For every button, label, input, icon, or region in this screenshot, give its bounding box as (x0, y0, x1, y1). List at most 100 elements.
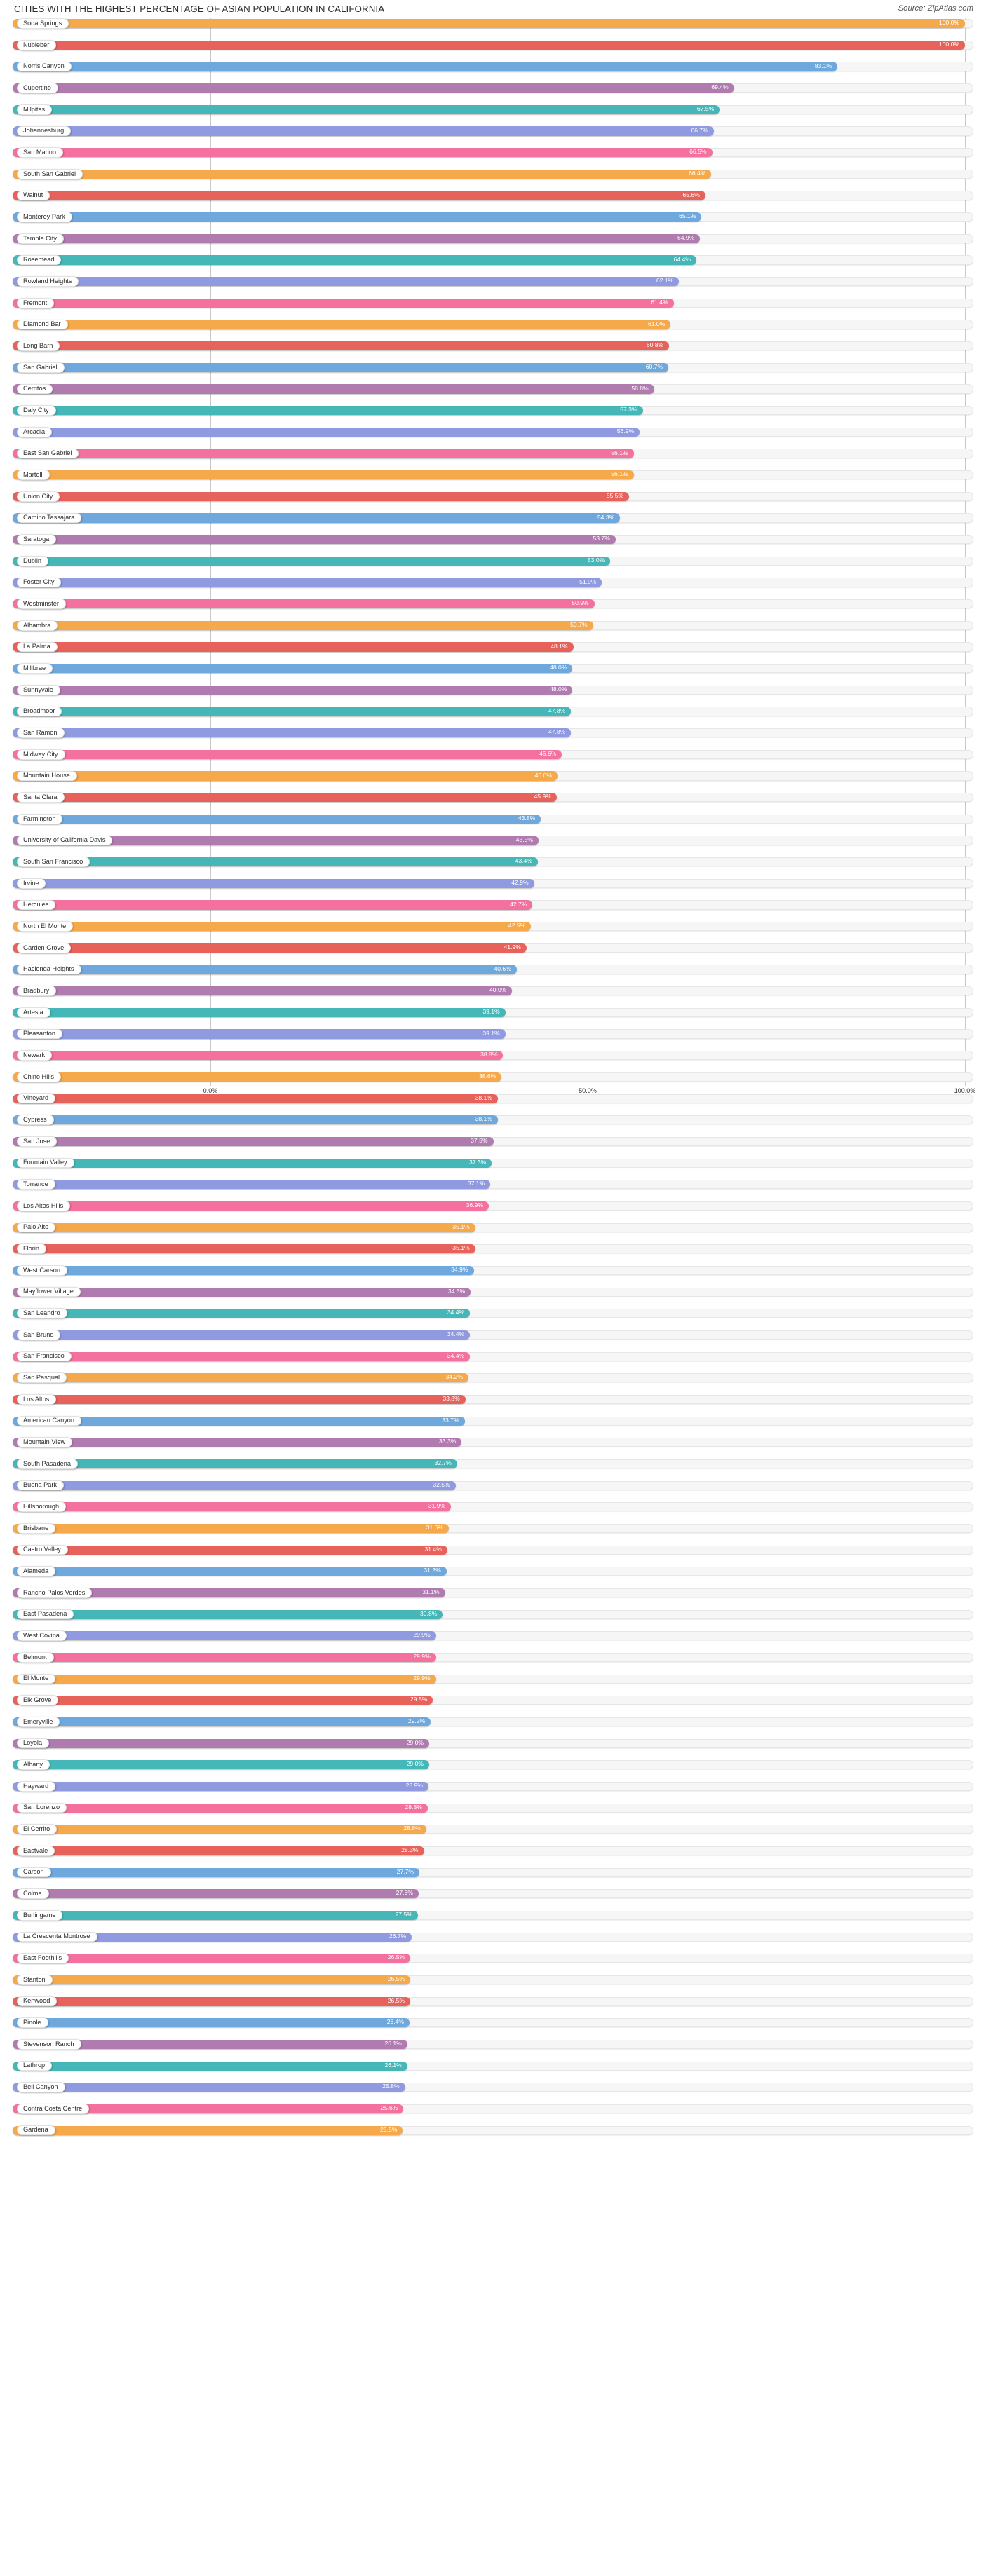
bar[interactable] (13, 1954, 411, 1963)
bar-row[interactable]: San Jose 37.5% (8, 1136, 978, 1147)
bar[interactable] (13, 943, 527, 953)
bar[interactable] (13, 320, 671, 329)
bar[interactable] (13, 1696, 433, 1705)
bar[interactable] (13, 986, 513, 996)
bar-row[interactable]: Garden Grove 41.9% (8, 943, 978, 953)
bar-row[interactable]: Los Altos Hills 36.9% (8, 1201, 978, 1211)
bar[interactable] (13, 298, 674, 308)
bar-row[interactable]: Albany 29.0% (8, 1759, 978, 1770)
bar[interactable] (13, 2125, 403, 2135)
bar[interactable] (13, 1158, 492, 1168)
bar-row[interactable]: Cypress 38.1% (8, 1115, 978, 1125)
bar-row[interactable]: Vineyard 38.1% (8, 1093, 978, 1104)
bar-row[interactable]: Nubieber 100.0% (8, 39, 978, 50)
bar[interactable] (13, 1825, 426, 1834)
bar[interactable] (13, 513, 621, 523)
bar[interactable] (13, 685, 573, 695)
bar[interactable] (13, 62, 838, 71)
bar-row[interactable]: Pinole 26.4% (8, 2017, 978, 2029)
bar-row[interactable]: South San Gabriel 66.4% (8, 168, 978, 179)
bar[interactable] (13, 1480, 456, 1490)
bar[interactable] (13, 1287, 471, 1297)
bar-row[interactable]: Gardena 25.5% (8, 2125, 978, 2136)
bar[interactable] (13, 1136, 494, 1147)
bar-row[interactable]: Palo Alto 35.1% (8, 1222, 978, 1233)
bar[interactable] (13, 2083, 405, 2092)
bar[interactable] (13, 1201, 489, 1211)
bar[interactable] (13, 1996, 411, 2006)
bar-row[interactable]: Mountain House 46.0% (8, 770, 978, 782)
bar-row[interactable]: Daly City 57.3% (8, 405, 978, 416)
bar-row[interactable]: Fountain Valley 37.3% (8, 1157, 978, 1168)
bar-row[interactable]: Foster City 51.9% (8, 577, 978, 588)
bar-row[interactable]: Arcadia 56.9% (8, 426, 978, 437)
bar-row[interactable]: Westminster 50.9% (8, 599, 978, 609)
bar[interactable] (13, 1373, 468, 1383)
bar-row[interactable]: Alhambra 50.7% (8, 620, 978, 631)
bar-row[interactable]: La Palma 48.1% (8, 641, 978, 653)
bar-row[interactable]: Artesia 39.1% (8, 1007, 978, 1018)
bar[interactable] (13, 169, 712, 179)
bar[interactable] (13, 965, 517, 974)
bar-row[interactable]: Lathrop 26.1% (8, 2060, 978, 2071)
bar-row[interactable]: Castro Valley 31.4% (8, 1544, 978, 1555)
bar[interactable] (13, 922, 532, 932)
bar-row[interactable]: Hayward 28.9% (8, 1781, 978, 1792)
bar-row[interactable]: Loyola 29.0% (8, 1738, 978, 1749)
bar-row[interactable]: Midway City 46.6% (8, 749, 978, 760)
bar-row[interactable]: Stanton 26.5% (8, 1975, 978, 1985)
bar[interactable] (13, 599, 595, 609)
bar[interactable] (13, 1072, 502, 1082)
bar-row[interactable]: East Pasadena 30.8% (8, 1609, 978, 1620)
bar-row[interactable]: West Covina 29.9% (8, 1630, 978, 1641)
bar-row[interactable]: Monterey Park 65.1% (8, 212, 978, 222)
bar[interactable] (13, 406, 643, 416)
bar-row[interactable]: East San Gabriel 56.1% (8, 448, 978, 459)
bar[interactable] (13, 1244, 475, 1254)
bar[interactable] (13, 1738, 430, 1748)
bar[interactable] (13, 1760, 430, 1770)
bar-row[interactable]: Millbrae 48.0% (8, 663, 978, 674)
bar-row[interactable]: Belmont 29.9% (8, 1652, 978, 1663)
bar[interactable] (13, 1975, 411, 1985)
bar[interactable] (13, 277, 680, 287)
bar[interactable] (13, 1652, 436, 1663)
bar[interactable] (13, 728, 572, 738)
bar-row[interactable]: Milpitas 67.5% (8, 104, 978, 115)
bar[interactable] (13, 857, 538, 867)
bar[interactable] (13, 191, 705, 200)
bar[interactable] (13, 1803, 428, 1813)
bar[interactable] (13, 1781, 428, 1792)
bar-row[interactable]: Kenwood 26.5% (8, 1996, 978, 2007)
bar-row[interactable]: Johannesburg 66.7% (8, 125, 978, 137)
bar-row[interactable]: Sunnyvale 48.0% (8, 685, 978, 695)
bar[interactable] (13, 642, 574, 652)
bar-row[interactable]: Pleasanton 39.1% (8, 1028, 978, 1040)
bar[interactable] (13, 1265, 474, 1276)
bar-row[interactable]: Union City 55.5% (8, 491, 978, 502)
bar[interactable] (13, 1459, 457, 1469)
bar[interactable] (13, 1867, 420, 1877)
bar[interactable] (13, 1438, 462, 1447)
bar[interactable] (13, 1910, 418, 1921)
bar[interactable] (13, 1631, 436, 1641)
bar-row[interactable]: Hacienda Heights 40.6% (8, 964, 978, 975)
bar[interactable] (13, 1115, 498, 1125)
bar[interactable] (13, 1051, 504, 1061)
bar-row[interactable]: San Ramon 47.8% (8, 728, 978, 738)
bar[interactable] (13, 104, 720, 114)
bar[interactable] (13, 1567, 447, 1576)
bar-row[interactable]: North El Monte 42.5% (8, 921, 978, 932)
bar-row[interactable]: Broadmoor 47.8% (8, 706, 978, 717)
bar-row[interactable]: East Foothills 26.5% (8, 1953, 978, 1964)
bar-row[interactable]: Burlingame 27.5% (8, 1910, 978, 1921)
bar[interactable] (13, 1523, 450, 1534)
bar-row[interactable]: Farmington 43.8% (8, 814, 978, 824)
bar[interactable] (13, 1351, 471, 1361)
bar-row[interactable]: Camino Tassajara 54.3% (8, 512, 978, 524)
bar[interactable] (13, 1889, 419, 1899)
bar-row[interactable]: Los Altos 33.8% (8, 1394, 978, 1405)
bar[interactable] (13, 1222, 475, 1232)
bar[interactable] (13, 19, 965, 29)
bar[interactable] (13, 1309, 471, 1318)
